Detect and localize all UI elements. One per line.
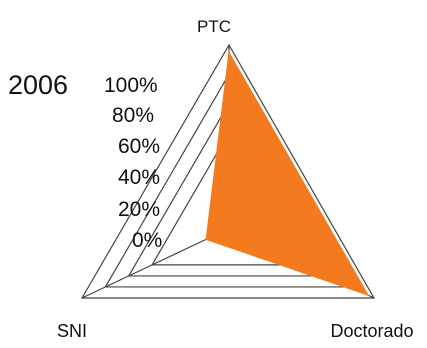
radar-series (206, 52, 368, 295)
radial-tick-label: 60% (118, 135, 160, 158)
radial-tick-label: 100% (104, 74, 158, 97)
axis-label-ptc: PTC (197, 17, 231, 36)
radial-tick-label: 20% (118, 198, 160, 221)
axis-label-doctorado: Doctorado (330, 321, 413, 341)
radial-tick-label: 0% (132, 229, 162, 252)
radar-series-area (206, 52, 368, 295)
radial-tick-label: 40% (118, 166, 160, 189)
axis-label-sni: SNI (57, 321, 87, 341)
radial-tick-labels: 100% 80% 60% 40% 20% 0% (104, 74, 162, 252)
radial-tick-label: 80% (112, 104, 154, 127)
chart-title: 2006 (8, 70, 68, 100)
